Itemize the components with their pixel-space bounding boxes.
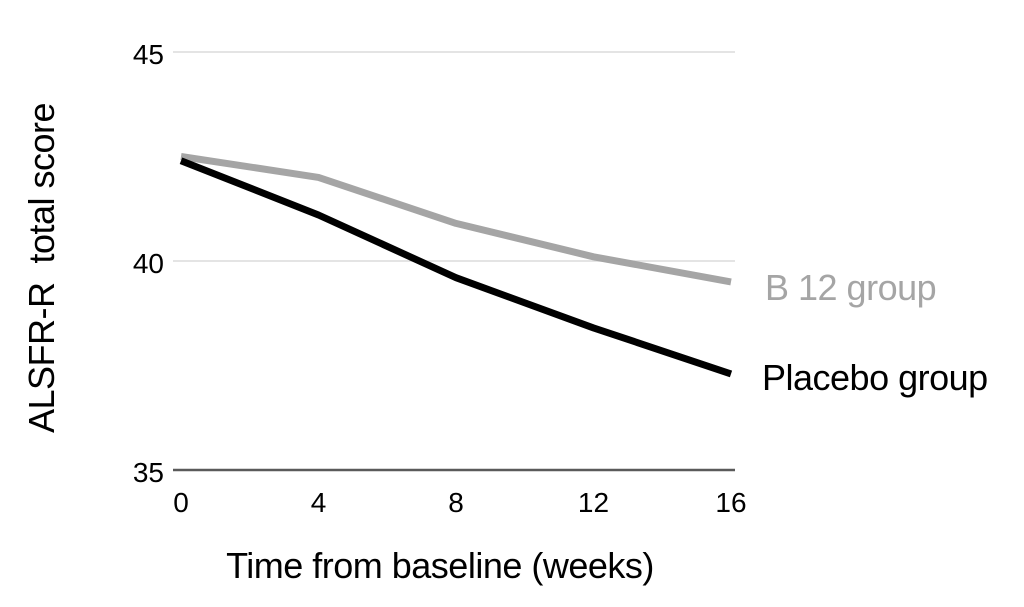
x-tick-label: 12 — [578, 487, 609, 518]
x-tick-label: 8 — [448, 487, 464, 518]
x-tick-label: 0 — [173, 487, 189, 518]
series-line-b-12-group — [180, 153, 732, 286]
y-tick-label: 40 — [133, 248, 164, 279]
y-axis-title: ALSFR-R total score — [21, 102, 62, 434]
y-tick-label: 45 — [133, 39, 164, 70]
x-axis-title: Time from baseline (weeks) — [226, 545, 654, 586]
x-tick-label: 4 — [311, 487, 327, 518]
legend-label-placebo-group: Placebo group — [762, 357, 988, 398]
series-line-placebo-group — [179, 157, 733, 378]
y-tick-label: 35 — [133, 457, 164, 488]
legend-label-b12-group: B 12 group — [765, 267, 937, 308]
x-tick-label: 16 — [715, 487, 746, 518]
